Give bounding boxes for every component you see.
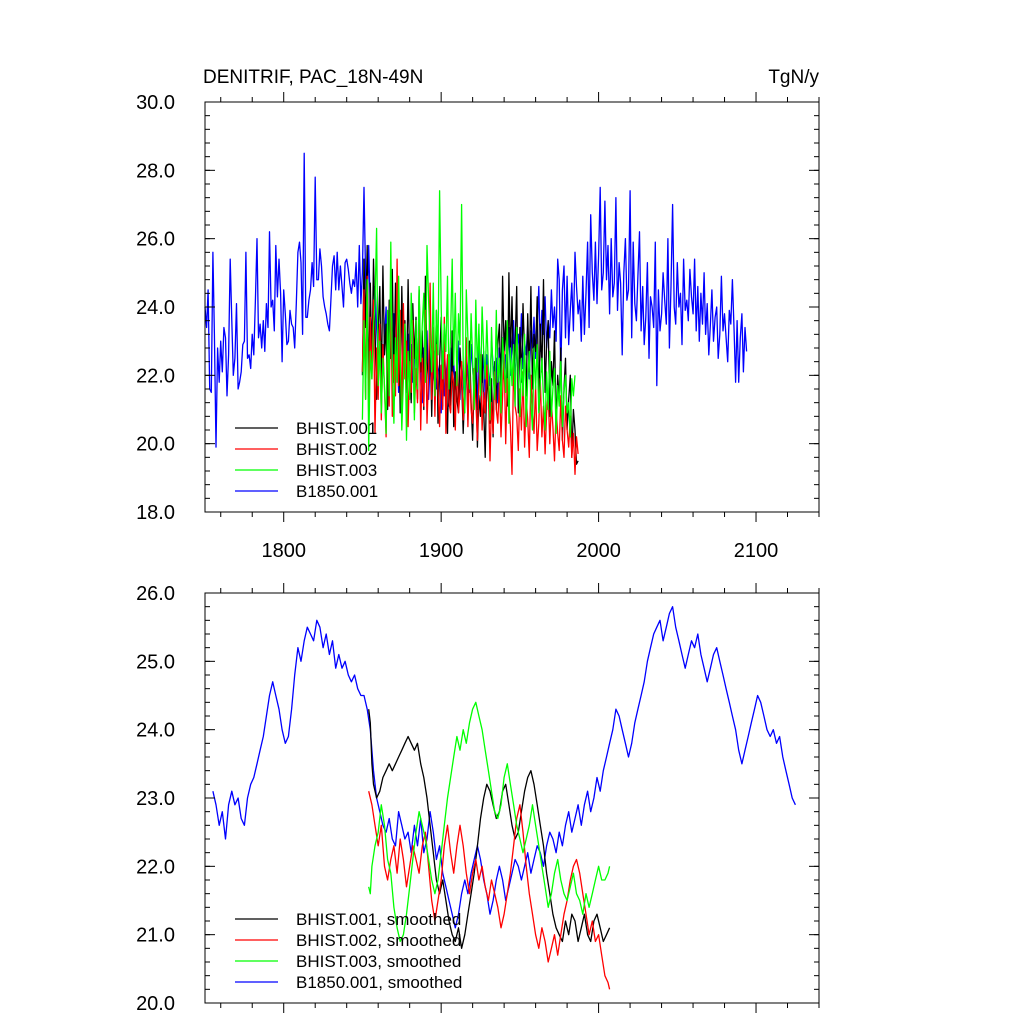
- top-plot-frame: [204, 101, 820, 513]
- x-tick-label: 2000: [576, 540, 621, 562]
- y-tick-label: 22.0: [136, 856, 175, 878]
- legend-label-bhist-002: BHIST.002: [296, 440, 377, 459]
- legend-label-b1850-001: B1850.001: [296, 482, 378, 501]
- panel-title-right: TgN/y: [768, 67, 819, 88]
- y-tick-label: 23.0: [136, 788, 175, 810]
- series-line-bhist-001-smoothed: [368, 709, 611, 949]
- bottom-panel: 20.0 21.0 22.0 23.0 24.0 25.0 26.0 BHIST.001, …: [136, 583, 820, 1015]
- y-tick-label: 24.0: [136, 720, 175, 742]
- y-tick-label: 20.0: [136, 434, 175, 456]
- top-legend: BHIST.001 BHIST.002 BHIST.003 B1850.001: [235, 419, 378, 501]
- series-line-bhist-003-smoothed: [368, 701, 611, 943]
- bottom-plot-frame: [204, 592, 820, 1004]
- panel-title-left: DENITRIF, PAC_18N-49N: [203, 67, 423, 88]
- top-panel: DENITRIF, PAC_18N-49N TgN/y 18.0 20.0 22.0…: [136, 67, 820, 562]
- x-tick-label: 1800: [261, 540, 306, 562]
- bottom-series-group: [212, 606, 796, 990]
- y-tick-label: 22.0: [136, 365, 175, 387]
- y-tick-label: 21.0: [136, 925, 175, 947]
- bottom-legend: BHIST.001, smoothed BHIST.002, smoothed BH…: [235, 910, 462, 992]
- legend-label-bhist-001: BHIST.001: [296, 419, 377, 438]
- y-tick-label: 26.0: [136, 583, 175, 605]
- legend-label-bhist-002-smoothed: BHIST.002, smoothed: [296, 931, 461, 950]
- y-tick-label: 20.0: [136, 993, 175, 1015]
- y-tick-label: 18.0: [136, 502, 175, 524]
- top-axes: 18.0 20.0 22.0 24.0 26.0 28.0 30.0 1800 1900 2000…: [136, 92, 820, 562]
- top-series-group: [204, 152, 748, 476]
- series-line-bhist-002: [361, 258, 579, 476]
- y-tick-label: 25.0: [136, 651, 175, 673]
- x-tick-label: 2100: [734, 540, 779, 562]
- legend-label-bhist-001-smoothed: BHIST.001, smoothed: [296, 910, 461, 929]
- bottom-axes: 20.0 21.0 22.0 23.0 24.0 25.0 26.0: [136, 583, 820, 1015]
- y-tick-label: 30.0: [136, 92, 175, 114]
- legend-label-bhist-003-smoothed: BHIST.003, smoothed: [296, 952, 461, 971]
- legend-label-b1850-001-smoothed: B1850.001, smoothed: [296, 973, 462, 992]
- series-line-bhist-002-smoothed: [368, 791, 611, 990]
- series-line-b1850-001-smoothed: [212, 606, 796, 929]
- series-line-bhist-003: [361, 190, 576, 452]
- y-tick-label: 24.0: [136, 297, 175, 319]
- y-tick-label: 26.0: [136, 229, 175, 251]
- x-tick-label: 1900: [419, 540, 464, 562]
- y-tick-label: 28.0: [136, 160, 175, 182]
- legend-label-bhist-003: BHIST.003: [296, 461, 377, 480]
